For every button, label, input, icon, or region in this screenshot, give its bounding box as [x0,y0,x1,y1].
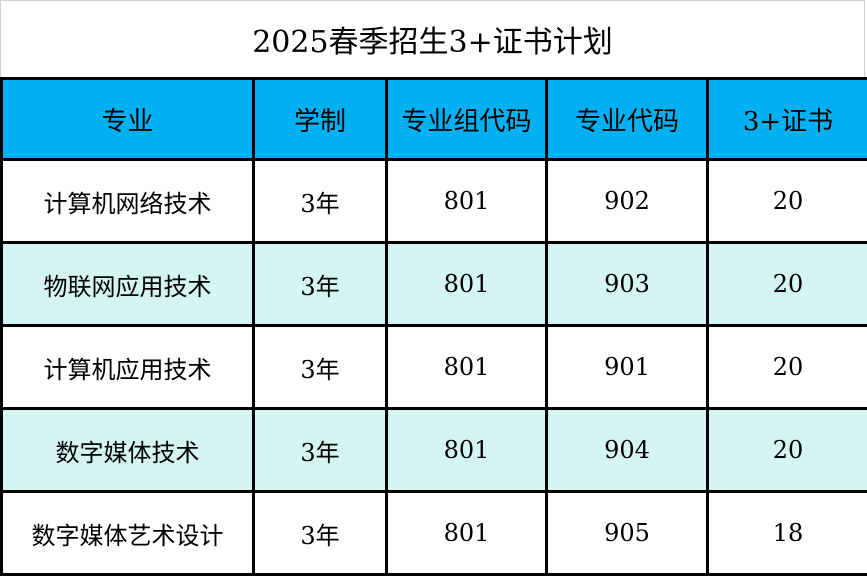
cell-duration: 3年 [252,324,388,410]
cell-duration: 3年 [252,490,388,576]
cell-quota: 20 [706,158,867,244]
cell-group-code: 801 [385,241,548,327]
cell-major: 物联网应用技术 [0,241,255,327]
cell-major-code: 904 [545,407,709,493]
cell-group-code: 801 [385,324,548,410]
cell-quota: 20 [706,407,867,493]
header-major-code: 专业代码 [545,77,709,161]
header-major: 专业 [0,77,255,161]
header-quota: 3+证书 [706,77,867,161]
cell-major-code: 902 [545,158,709,244]
table-row: 物联网应用技术 3年 801 903 20 [0,241,867,327]
cell-quota: 20 [706,324,867,410]
cell-duration: 3年 [252,407,388,493]
cell-quota: 18 [706,490,867,576]
cell-duration: 3年 [252,241,388,327]
cell-major-code: 905 [545,490,709,576]
enrollment-plan-table: 专业 学制 专业组代码 专业代码 3+证书 计算机网络技术 3年 801 902 20 物… [0,77,867,576]
table-row: 数字媒体技术 3年 801 904 20 [0,407,867,493]
table-row: 计算机应用技术 3年 801 901 20 [0,324,867,410]
header-group-code: 专业组代码 [385,77,548,161]
cell-quota: 20 [706,241,867,327]
cell-major-code: 903 [545,241,709,327]
cell-major: 数字媒体艺术设计 [0,490,255,576]
cell-major: 计算机应用技术 [0,324,255,410]
cell-group-code: 801 [385,490,548,576]
page-title: 2025春季招生3+证书计划 [0,0,865,77]
table-row: 数字媒体艺术设计 3年 801 905 18 [0,490,867,576]
cell-major-code: 901 [545,324,709,410]
cell-group-code: 801 [385,407,548,493]
cell-group-code: 801 [385,158,548,244]
cell-major: 数字媒体技术 [0,407,255,493]
header-duration: 学制 [252,77,388,161]
table-row: 计算机网络技术 3年 801 902 20 [0,158,867,244]
cell-major: 计算机网络技术 [0,158,255,244]
cell-duration: 3年 [252,158,388,244]
table-header-row: 专业 学制 专业组代码 专业代码 3+证书 [0,77,867,161]
